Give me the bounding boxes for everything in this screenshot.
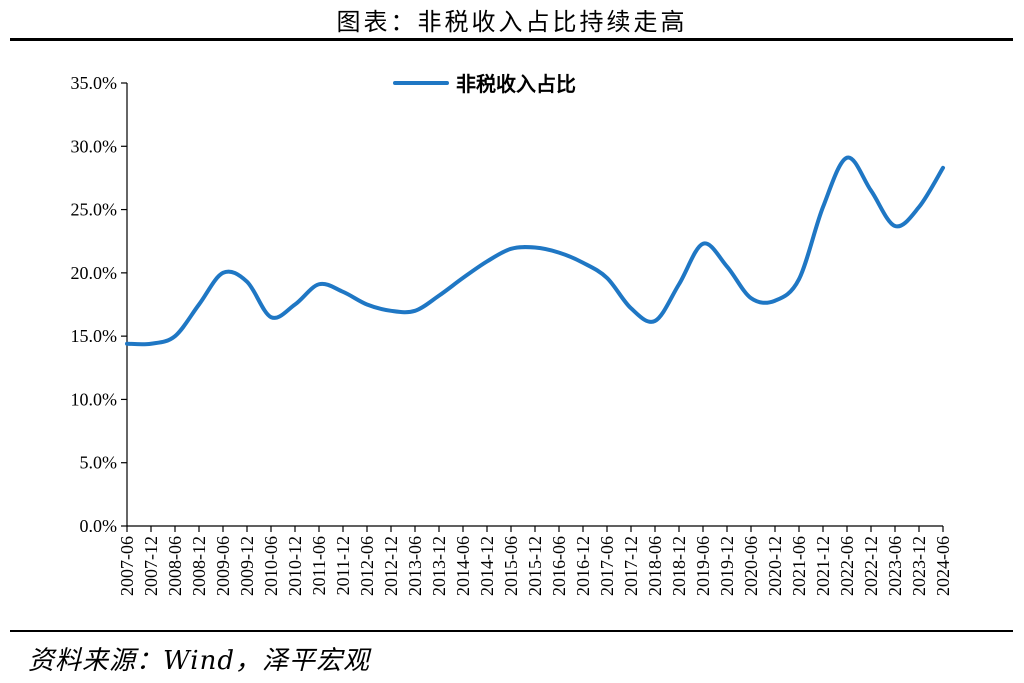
- series-layer: [125, 155, 945, 347]
- top-rule: [10, 38, 1013, 41]
- x-tick-label: 2023-06: [885, 536, 905, 596]
- y-tick-label: 35.0%: [71, 73, 118, 93]
- bottom-rule: [10, 630, 1013, 632]
- x-tick-label: 2008-12: [189, 536, 209, 596]
- x-tick-label: 2008-06: [165, 536, 185, 596]
- x-tick-label: 2024-06: [933, 536, 953, 596]
- legend: 非税收入占比: [393, 72, 576, 96]
- x-tick-label: 2022-06: [837, 536, 857, 596]
- x-tick-label: 2015-12: [525, 536, 545, 596]
- x-tick-label: 2018-06: [645, 536, 665, 596]
- chart-axes: [121, 82, 944, 532]
- x-tick-label: 2022-12: [861, 536, 881, 596]
- x-tick-label: 2015-06: [501, 536, 521, 596]
- x-tick-label: 2019-12: [717, 536, 737, 596]
- x-tick-label: 2017-06: [597, 536, 617, 596]
- x-tick-label: 2014-06: [453, 536, 473, 596]
- legend-label: 非税收入占比: [456, 72, 576, 96]
- x-tick-labels: 2007-06 2007-12 2008-06 2008-12 2009-06 2009-…: [117, 536, 953, 596]
- x-tick-label: 2012-06: [357, 536, 377, 596]
- y-tick-label: 0.0%: [80, 516, 118, 536]
- y-tick-label: 10.0%: [71, 389, 118, 409]
- x-tick-label: 2011-06: [309, 536, 329, 595]
- x-tick-label: 2014-12: [477, 536, 497, 596]
- series-line-non-tax-revenue-share: [125, 155, 945, 347]
- x-tick-label: 2010-06: [261, 536, 281, 596]
- x-tick-label: 2013-12: [429, 536, 449, 596]
- y-tick-label: 5.0%: [80, 453, 118, 473]
- x-tick-label: 2016-12: [573, 536, 593, 596]
- x-tick-label: 2021-12: [813, 536, 833, 596]
- x-tick-label: 2021-06: [789, 536, 809, 596]
- y-tick-label: 30.0%: [71, 136, 118, 156]
- x-tick-label: 2010-12: [285, 536, 305, 596]
- x-tick-label: 2007-06: [117, 536, 137, 596]
- x-tick-label: 2017-12: [621, 536, 641, 596]
- chart-title: 图表：非税收入占比持续走高: [336, 8, 688, 36]
- x-tick-label: 2009-12: [237, 536, 257, 596]
- x-tick-label: 2013-06: [405, 536, 425, 596]
- x-tick-label: 2016-06: [549, 536, 569, 596]
- x-tick-label: 2019-06: [693, 536, 713, 596]
- source-note: 资料来源：Wind，泽平宏观: [28, 646, 370, 676]
- x-tick-label: 2018-12: [669, 536, 689, 596]
- x-tick-label: 2020-06: [741, 536, 761, 596]
- y-tick-labels: 0.0% 5.0% 10.0% 15.0% 20.0% 25.0% 30.0% 35.0%: [71, 73, 118, 536]
- x-tick-label: 2020-12: [765, 536, 785, 596]
- x-tick-label: 2009-06: [213, 536, 233, 596]
- x-tick-label: 2012-12: [381, 536, 401, 596]
- x-tick-label: 2007-12: [141, 536, 161, 596]
- x-tick-label: 2011-12: [333, 536, 353, 595]
- y-tick-label: 20.0%: [71, 263, 118, 283]
- y-tick-label: 25.0%: [71, 200, 118, 220]
- y-tick-label: 15.0%: [71, 326, 118, 346]
- x-tick-label: 2023-12: [909, 536, 929, 596]
